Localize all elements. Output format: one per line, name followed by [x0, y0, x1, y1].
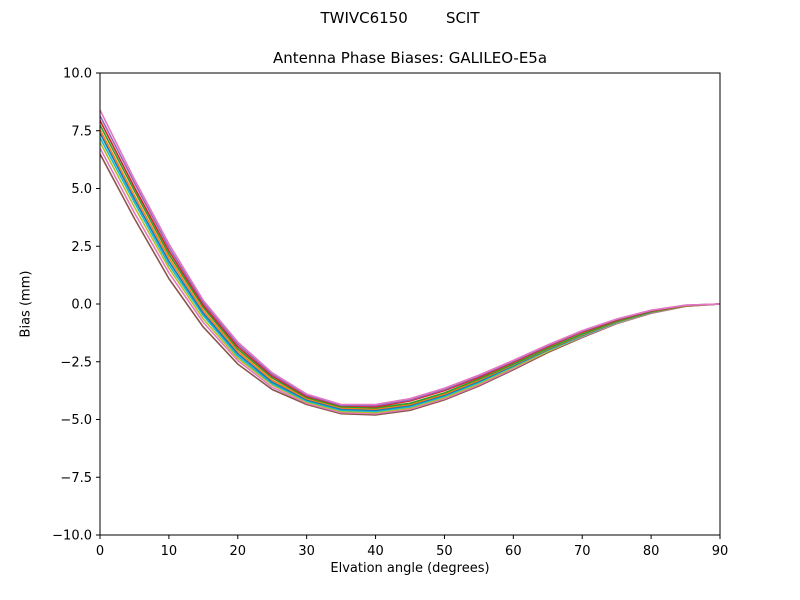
x-tick-label: 50: [436, 544, 453, 559]
x-axis-label: Elvation angle (degrees): [330, 561, 490, 576]
data-series: [100, 109, 720, 416]
x-axis-ticks: 0 10 20 30 40 50 60 70 80 90: [96, 535, 728, 559]
x-tick-label: 0: [96, 544, 104, 559]
x-tick-label: 20: [230, 544, 247, 559]
y-tick-label: −7.5: [60, 471, 92, 486]
x-tick-label: 90: [712, 544, 729, 559]
series-line-curve-10: [100, 109, 720, 406]
series-line-curve-05: [100, 132, 720, 412]
series-line-curve-06: [100, 129, 720, 410]
x-tick-label: 40: [367, 544, 384, 559]
y-tick-label: −5.0: [60, 413, 92, 428]
y-tick-label: 5.0: [71, 182, 92, 197]
x-tick-label: 80: [643, 544, 660, 559]
x-tick-label: 10: [161, 544, 178, 559]
series-line-curve-09: [100, 115, 720, 407]
y-tick-label: −2.5: [60, 355, 92, 370]
y-axis-ticks: 10.0 7.5 5.0 2.5 0.0 −2.5 −5.0 −7.5 −10.0: [52, 67, 100, 544]
y-tick-label: 10.0: [63, 67, 92, 82]
x-tick-label: 60: [505, 544, 522, 559]
series-line-curve-02: [100, 147, 720, 415]
chart-title: Antenna Phase Biases: GALILEO-E5a: [272, 49, 548, 67]
series-line-curve-04: [100, 137, 720, 413]
series-line-curve-08: [100, 120, 720, 408]
y-tick-label: −10.0: [52, 529, 92, 544]
x-tick-label: 30: [298, 544, 315, 559]
y-tick-label: 0.0: [71, 298, 92, 313]
y-tick-label: 7.5: [71, 124, 92, 139]
series-line-curve-07: [100, 124, 720, 409]
x-tick-label: 70: [574, 544, 591, 559]
figure-suptitle: TWIVC6150 SCIT: [320, 9, 480, 27]
series-line-curve-03: [100, 141, 720, 414]
y-tick-label: 2.5: [71, 240, 92, 255]
